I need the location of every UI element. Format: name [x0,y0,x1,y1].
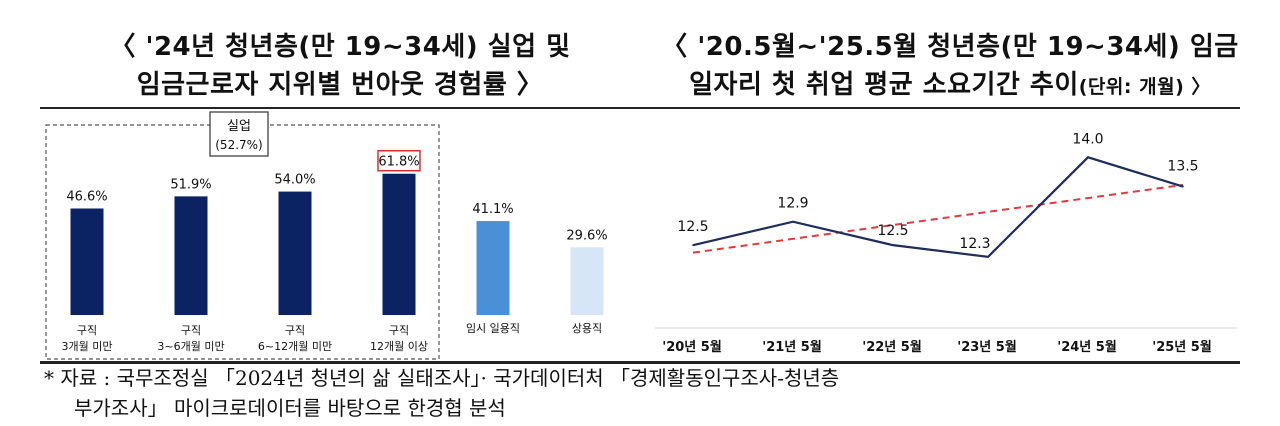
job-search-line-chart: 12.5 '20년 5월 12.9 '21년 5월 12.5 '22년 5월 12.3 '23… [655,131,1237,355]
right-title-line2: 일자리 첫 취업 평균 소요기간 추이(단위: 개월) 〉 [640,66,1260,106]
category-label-top-3: 구직 [285,324,305,337]
data-label-4: 12.3 [959,236,990,252]
data-label-5: 14.0 [1072,131,1103,147]
bar-value-label-3: 54.0% [274,173,315,188]
bar-value-label-1: 46.6% [66,189,107,204]
data-point-1 [692,244,694,246]
category-label-5: 임시 일용직 [466,321,520,335]
category-label-1: 3개월 미만 [62,340,113,353]
data-point-4 [987,256,989,258]
x-tick-label-2: '21년 5월 [762,339,822,355]
x-tick-label-4: '23년 5월 [957,339,1017,355]
bar-4 [382,173,416,315]
category-label-top-2: 구직 [181,324,201,337]
x-tick-label-5: '24년 5월 [1057,339,1117,355]
data-point-3 [892,244,894,246]
unemployed-group-label: 실업 [227,119,251,134]
data-label-3: 12.5 [877,223,908,239]
right-title-unit: (단위: 개월) 〉 [1078,76,1211,98]
left-title-line1: 〈 '24년 청년층(만 19~34세) 실업 및 [109,32,571,62]
category-label-6: 상용직 [572,322,602,335]
category-label-2: 3~6개월 미만 [157,340,224,353]
bar-value-label-6: 29.6% [566,228,607,243]
burnout-bar-chart: 실업 (52.7%) 46.6% 구직 3개월 미만 51.9% 구직 3~6개월 미만 54.… [45,111,608,360]
category-label-top-4: 구직 [389,324,409,337]
source-note-line2: 부가조사」 마이크로데이터를 바탕으로 한경협 분석 [74,396,506,420]
bar-value-label-5: 41.1% [472,202,513,217]
source-note-line1: * 자료 : 국무조정실 「2024년 청년의 삶 실태조사」· 국가데이터처 … [44,366,840,390]
data-point-5 [1087,156,1089,159]
right-title-line2-main: 일자리 첫 취업 평균 소요기간 추이 [689,70,1079,100]
data-label-6: 13.5 [1167,159,1198,175]
top-divider [40,107,1240,109]
bottom-divider [40,361,1240,364]
right-chart-title: 〈 '20.5월~'25.5월 청년층(만 19~34세) 임금 일자리 첫 취… [640,28,1260,106]
bar-6 [570,247,604,315]
data-label-2: 12.9 [777,196,808,212]
category-label-top-1: 구직 [77,324,97,337]
left-title-line2: 임금근로자 지위별 번아웃 경험률 〉 [136,70,544,100]
x-tick-label-6: '25년 5월 [1152,339,1212,355]
category-label-4: 12개월 이상 [370,340,428,353]
bar-value-label-2: 51.9% [170,177,211,192]
series-line [692,156,1184,259]
x-tick-label-1: '20년 5월 [662,339,722,355]
data-point-2 [792,220,794,223]
data-point-6 [1182,185,1184,188]
bar-3 [278,191,312,315]
bar-1 [70,208,104,315]
left-chart-title: 〈 '24년 청년층(만 19~34세) 실업 및 임금근로자 지위별 번아웃 … [60,28,620,104]
bar-2 [174,196,208,315]
category-label-3: 6~12개월 미만 [258,340,332,353]
highlight-box [377,149,421,172]
right-title-line1: 〈 '20.5월~'25.5월 청년층(만 19~34세) 임금 [661,32,1239,62]
unemployed-group-value: (52.7%) [215,138,262,152]
trendline [692,183,1184,254]
unemployed-label-box [209,111,269,157]
data-label-1: 12.5 [677,219,708,235]
bar-5 [476,221,510,315]
x-tick-label-3: '22년 5월 [862,339,922,355]
bar-value-label-4: 61.8% [378,155,419,170]
